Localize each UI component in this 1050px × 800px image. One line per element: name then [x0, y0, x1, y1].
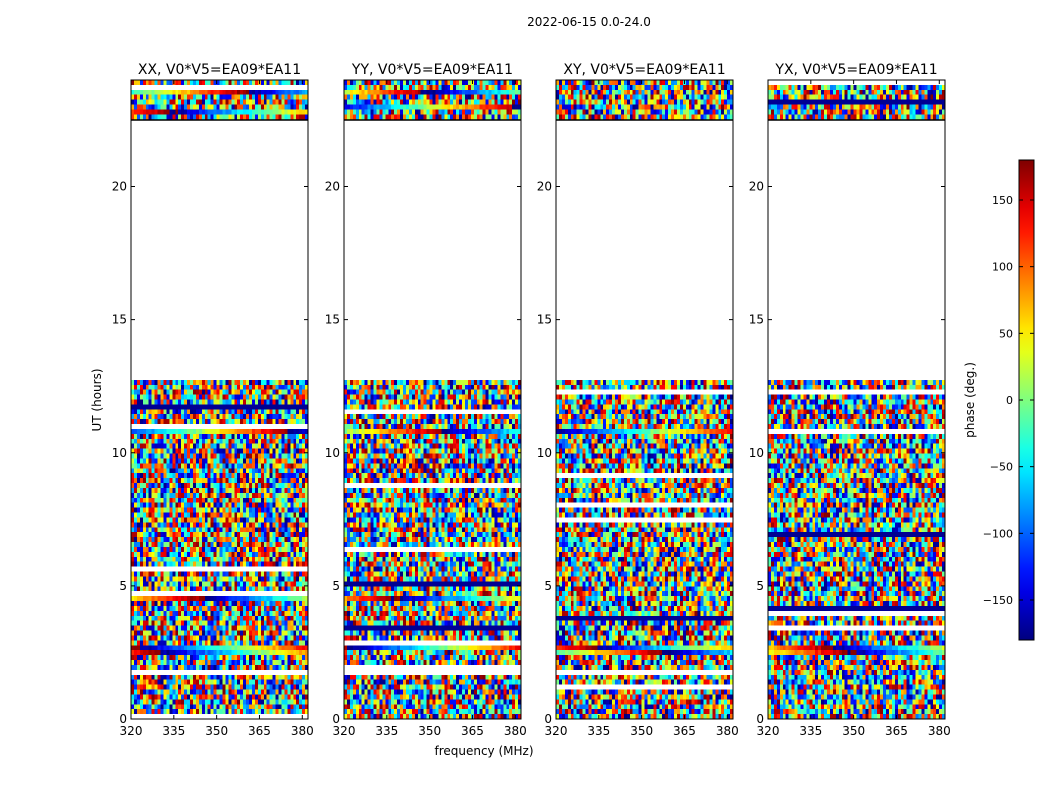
- y-tick-label: 20: [325, 180, 340, 194]
- subplot-yx: YX, V0*V5=EA09*EA11 0 5 10 15 20 320 335 350 365 3…: [749, 62, 951, 738]
- phase-heatmap-yy: [344, 80, 521, 719]
- x-tick-label: 335: [587, 724, 610, 738]
- y-tick-label: 15: [749, 313, 764, 327]
- colorbar-tick-label: −100: [983, 527, 1013, 540]
- x-tick-label: 335: [375, 724, 398, 738]
- y-axis-label: UT (hours): [90, 368, 104, 431]
- axes-frame: [343, 79, 522, 720]
- panels-group: XX, V0*V5=EA09*EA11 0 5 10 15 20 320 335 350 365 3…: [112, 62, 951, 738]
- y-tick-label: 10: [112, 446, 127, 460]
- y-tick-label: 0: [756, 712, 764, 726]
- y-tick-label: 10: [537, 446, 552, 460]
- colorbar-tick-label: −50: [990, 461, 1013, 474]
- y-tick-label: 15: [112, 313, 127, 327]
- phase-heatmap-xx: [131, 80, 308, 719]
- x-tick-label: 335: [162, 724, 185, 738]
- y-tick-label: 5: [119, 579, 127, 593]
- y-tick-label: 15: [537, 313, 552, 327]
- y-tick-label: 5: [332, 579, 340, 593]
- subplot-title: XY, V0*V5=EA09*EA11: [563, 62, 725, 78]
- y-tick-label: 0: [544, 712, 552, 726]
- colorbar-tick-label: 150: [992, 194, 1013, 207]
- figure-title: 2022-06-15 0.0-24.0: [527, 15, 651, 29]
- x-tick-label: 335: [799, 724, 822, 738]
- y-tick-label: 10: [749, 446, 764, 460]
- subplot-title: YX, V0*V5=EA09*EA11: [774, 62, 937, 78]
- y-tick-label: 20: [749, 180, 764, 194]
- subplot-title: XX, V0*V5=EA09*EA11: [138, 62, 301, 78]
- subplot-xy: XY, V0*V5=EA09*EA11 0 5 10 15 20 320 335 350 365 3…: [537, 62, 739, 738]
- x-tick-label: 380: [291, 724, 314, 738]
- subplot-yy: YY, V0*V5=EA09*EA11 0 5 10 15 20 320 335 350 365 3…: [325, 62, 527, 738]
- x-tick-label: 365: [885, 724, 908, 738]
- axes-frame: [130, 79, 309, 720]
- colorbar: −150 −100 −50 0 50 100 150: [983, 159, 1035, 641]
- x-tick-label: 365: [461, 724, 484, 738]
- x-tick-label: 380: [504, 724, 527, 738]
- axes-frame: [555, 79, 734, 720]
- y-tick-label: 10: [325, 446, 340, 460]
- colorbar-tick-label: 50: [999, 327, 1013, 340]
- x-tick-label: 365: [248, 724, 271, 738]
- colorbar-tick-label: −150: [983, 594, 1013, 607]
- y-tick-label: 5: [756, 579, 764, 593]
- x-tick-label: 380: [716, 724, 739, 738]
- x-tick-label: 365: [673, 724, 696, 738]
- colorbar-tick-label: 0: [1006, 394, 1013, 407]
- subplot-xx: XX, V0*V5=EA09*EA11 0 5 10 15 20 320 335 350 365 3…: [112, 62, 314, 738]
- x-tick-label: 380: [928, 724, 951, 738]
- x-tick-label: 350: [205, 724, 228, 738]
- y-tick-label: 15: [325, 313, 340, 327]
- subplot-title: YY, V0*V5=EA09*EA11: [351, 62, 513, 78]
- axes-frame: [767, 79, 946, 720]
- x-tick-label: 320: [120, 724, 143, 738]
- x-tick-label: 350: [630, 724, 653, 738]
- x-tick-label: 320: [545, 724, 568, 738]
- phase-heatmap-xy: [556, 80, 733, 719]
- y-tick-label: 20: [537, 180, 552, 194]
- y-tick-label: 0: [332, 712, 340, 726]
- y-tick-label: 5: [544, 579, 552, 593]
- x-tick-label: 350: [418, 724, 441, 738]
- y-tick-label: 0: [119, 712, 127, 726]
- x-axis-label: frequency (MHz): [434, 744, 533, 758]
- x-tick-label: 320: [333, 724, 356, 738]
- y-tick-label: 20: [112, 180, 127, 194]
- colorbar-label: phase (deg.): [963, 362, 977, 438]
- x-tick-label: 320: [757, 724, 780, 738]
- colorbar-tick-label: 100: [992, 261, 1013, 274]
- x-tick-label: 350: [842, 724, 865, 738]
- phase-heatmap-yx: [768, 80, 945, 719]
